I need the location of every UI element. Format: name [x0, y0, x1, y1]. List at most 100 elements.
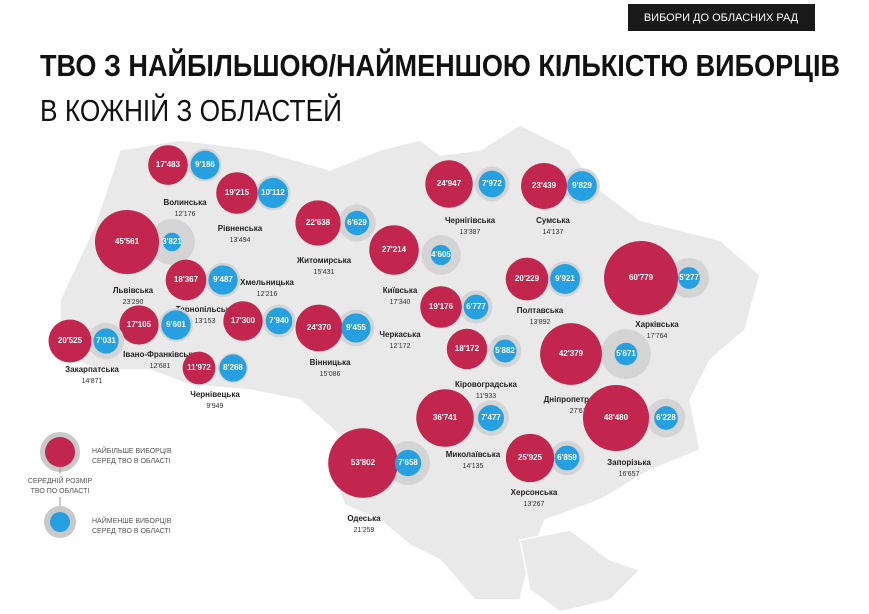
max-circle — [540, 323, 602, 385]
average-label: 12'681 — [150, 363, 171, 370]
average-label: 12'172 — [390, 343, 411, 350]
region-name: Львівська — [113, 286, 154, 295]
legend-text: ТВО ПО ОБЛАСТІ — [31, 488, 90, 495]
header-tag: ВИБОРИ ДО ОБЛАСНИХ РАД — [644, 12, 799, 24]
min-label: 6'629 — [347, 218, 367, 227]
max-label: 27'214 — [382, 245, 407, 254]
min-circle — [567, 171, 597, 201]
min-circle — [341, 313, 371, 343]
legend: НАЙБІЛЬШЕ ВИБОРЦІВ СЕРЕД ТВО В ОБЛАСТІ С… — [28, 432, 172, 538]
min-label: 8'268 — [223, 363, 243, 372]
min-circle — [463, 294, 489, 320]
max-circle — [425, 160, 473, 208]
region-name: Сумська — [536, 216, 570, 225]
max-label: 20'229 — [515, 274, 540, 283]
region-name: Київська — [383, 286, 418, 295]
legend-text: СЕРЕДНІЙ РОЗМІР — [28, 476, 93, 485]
region-name: Запорізька — [607, 458, 651, 467]
max-label: 17'300 — [231, 316, 256, 325]
average-label: 21'259 — [354, 527, 375, 534]
max-circle — [295, 304, 343, 352]
region-name: Івано-Франківська — [123, 350, 197, 359]
max-label: 23'439 — [532, 181, 557, 190]
average-label: 13'387 — [460, 229, 481, 236]
max-label: 60'779 — [629, 273, 654, 282]
max-circle — [582, 384, 650, 452]
region-name: Тернопільська — [176, 305, 235, 314]
max-circle — [119, 305, 159, 345]
max-circle — [216, 172, 258, 214]
min-label: 7'972 — [482, 179, 502, 188]
max-circle — [505, 257, 549, 301]
average-label: 12'176 — [175, 211, 196, 218]
average-label: 13'267 — [524, 501, 545, 508]
min-circle — [550, 264, 580, 294]
region-name: Вінницька — [310, 358, 351, 367]
min-circle — [265, 307, 293, 335]
min-circle — [344, 210, 370, 236]
min-circle — [430, 244, 452, 266]
max-label: 48'480 — [604, 413, 629, 422]
max-circle — [604, 241, 678, 315]
max-label: 24'947 — [437, 179, 462, 188]
max-label: 19'215 — [225, 188, 250, 197]
max-label: 18'367 — [174, 275, 199, 284]
max-circle — [223, 301, 263, 341]
average-label: 14'135 — [463, 463, 484, 470]
legend-min-symbol — [50, 512, 70, 532]
max-label: 18'172 — [455, 344, 480, 353]
min-label: 5'882 — [495, 346, 515, 355]
min-circle — [161, 310, 191, 340]
average-label: 12'216 — [257, 291, 278, 298]
region-name: Харківська — [635, 320, 679, 329]
crimea-outline — [519, 529, 642, 613]
min-circle — [93, 328, 119, 354]
average-label: 27'617 — [570, 408, 591, 415]
average-label: 16'657 — [619, 471, 640, 478]
average-label: 23'290 — [123, 299, 144, 306]
region-name: Закарпатська — [65, 365, 119, 374]
min-circle — [478, 405, 504, 431]
average-label: 13'494 — [230, 237, 251, 244]
max-circle — [48, 319, 92, 363]
max-circle — [295, 200, 341, 246]
max-label: 25'925 — [518, 453, 543, 462]
max-circle — [328, 428, 398, 498]
min-circle — [654, 406, 678, 430]
max-circle — [148, 145, 188, 185]
legend-text: НАЙБІЛЬШЕ ВИБОРЦІВ — [92, 446, 172, 455]
max-label: 17'105 — [127, 320, 152, 329]
header-tag-box — [628, 4, 815, 31]
region-name: Миколаївська — [446, 450, 501, 459]
min-circle — [678, 267, 700, 289]
min-label: 10'112 — [261, 188, 285, 197]
min-label: 9'601 — [166, 320, 186, 329]
min-label: 5'277 — [679, 273, 699, 282]
min-label: 3'821 — [162, 237, 182, 246]
max-label: 53'802 — [351, 458, 376, 467]
max-label: 11'972 — [187, 363, 211, 372]
max-label: 17'483 — [156, 160, 181, 169]
average-label: 14'137 — [543, 229, 564, 236]
title: ТВО З НАЙБІЛЬШОЮ/НАЙМЕНШОЮ КІЛЬКІСТЮ ВИБ… — [40, 47, 840, 83]
max-circle — [420, 286, 462, 328]
average-label: 14'871 — [82, 378, 103, 385]
region-name: Рівненська — [218, 224, 263, 233]
min-label: 7'940 — [269, 316, 289, 325]
min-label: 5'671 — [616, 349, 636, 358]
min-label: 9'829 — [572, 181, 592, 190]
min-label: 9'487 — [213, 275, 233, 284]
legend-text: СЕРЕД ТВО В ОБЛАСТІ — [92, 458, 171, 465]
legend-text: НАЙМЕНШЕ ВИБОРЦІВ — [92, 516, 172, 525]
min-circle — [554, 445, 580, 471]
min-label: 7'031 — [96, 336, 116, 345]
map-outline — [59, 124, 761, 601]
min-label: 7'658 — [398, 458, 418, 467]
legend-text: СЕРЕД ТВО В ОБЛАСТІ — [92, 528, 171, 535]
max-circle — [505, 433, 555, 483]
region-name: Чернігівська — [445, 216, 496, 225]
min-label: 6'859 — [557, 453, 577, 462]
max-circle — [94, 209, 160, 275]
regions: 17'483 9'186 Волинська 12'176 19'215 10'112 Рі… — [48, 145, 709, 534]
